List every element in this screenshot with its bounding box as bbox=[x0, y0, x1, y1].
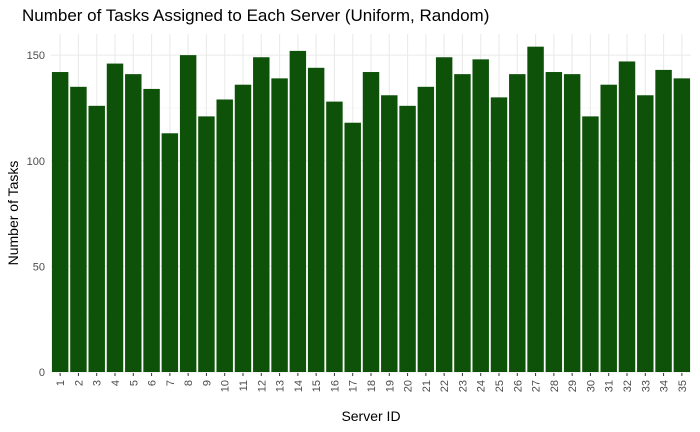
x-tick-label: 24 bbox=[476, 380, 488, 392]
bar bbox=[582, 116, 599, 372]
x-tick-label: 27 bbox=[531, 380, 543, 392]
y-axis-title: Number of Tasks bbox=[5, 161, 21, 266]
bar bbox=[362, 72, 380, 373]
x-tick-label: 5 bbox=[128, 380, 140, 386]
bar bbox=[253, 57, 270, 373]
bar bbox=[344, 122, 361, 372]
bar bbox=[51, 72, 69, 373]
bar bbox=[307, 67, 325, 373]
x-tick-label: 30 bbox=[585, 380, 597, 392]
bar bbox=[179, 55, 197, 372]
bars bbox=[51, 46, 691, 373]
bar bbox=[490, 97, 508, 372]
x-tick-label: 15 bbox=[311, 380, 323, 392]
x-tick-label: 6 bbox=[147, 380, 159, 386]
x-tick-label: 25 bbox=[494, 380, 506, 392]
bar bbox=[618, 61, 636, 373]
bar bbox=[326, 101, 343, 372]
x-tick-label: 7 bbox=[165, 380, 177, 386]
x-tick-label: 1 bbox=[55, 380, 67, 386]
bar bbox=[271, 78, 288, 373]
x-tick-label: 20 bbox=[403, 380, 415, 392]
x-tick-label: 2 bbox=[73, 380, 85, 386]
x-tick-label: 22 bbox=[439, 380, 451, 392]
x-tick-label: 14 bbox=[293, 380, 305, 392]
x-tick-label: 4 bbox=[110, 380, 122, 386]
bar bbox=[289, 50, 307, 373]
x-axis: 1 2 3 4 5 6 7 8 9 10 11 12 13 14 15 16 17 18 19 20 21 22 23 24 2… bbox=[55, 373, 689, 392]
x-tick-label: 29 bbox=[567, 380, 579, 392]
bar bbox=[563, 74, 581, 372]
x-tick-label: 19 bbox=[384, 380, 396, 392]
bar bbox=[600, 84, 617, 372]
bar bbox=[381, 95, 398, 372]
bar bbox=[472, 59, 489, 372]
x-tick-label: 32 bbox=[622, 380, 634, 392]
chart-title: Number of Tasks Assigned to Each Server … bbox=[22, 6, 489, 25]
bar bbox=[545, 72, 563, 373]
bar bbox=[435, 57, 453, 373]
bar bbox=[70, 86, 87, 372]
x-tick-label: 18 bbox=[366, 380, 378, 392]
bar bbox=[527, 46, 544, 373]
y-axis: 0 50 100 150 bbox=[27, 50, 45, 379]
bar bbox=[234, 84, 252, 372]
bar bbox=[125, 74, 142, 372]
y-tick-label: 100 bbox=[27, 156, 45, 168]
bar bbox=[198, 116, 215, 372]
bar bbox=[143, 88, 160, 373]
bar bbox=[106, 63, 124, 372]
bar bbox=[417, 86, 435, 372]
bar bbox=[655, 69, 672, 372]
x-tick-label: 12 bbox=[256, 380, 268, 392]
x-tick-label: 9 bbox=[201, 380, 213, 386]
bar bbox=[216, 99, 233, 373]
y-tick-label: 150 bbox=[27, 50, 45, 62]
x-tick-label: 10 bbox=[220, 380, 232, 392]
x-axis-title: Server ID bbox=[341, 408, 400, 424]
x-tick-label: 26 bbox=[512, 380, 524, 392]
x-tick-label: 33 bbox=[640, 380, 652, 392]
x-tick-label: 23 bbox=[457, 380, 469, 392]
x-tick-label: 28 bbox=[549, 380, 561, 392]
x-tick-label: 34 bbox=[659, 380, 671, 392]
x-tick-label: 17 bbox=[348, 380, 360, 392]
bar bbox=[637, 95, 654, 372]
bar bbox=[673, 78, 691, 373]
x-tick-label: 11 bbox=[238, 380, 250, 391]
bar bbox=[454, 74, 471, 372]
x-tick-label: 21 bbox=[421, 380, 433, 392]
x-tick-label: 3 bbox=[92, 380, 104, 386]
bar bbox=[161, 133, 179, 372]
x-tick-label: 31 bbox=[604, 380, 616, 392]
x-tick-label: 35 bbox=[677, 380, 689, 392]
bar bbox=[88, 105, 105, 372]
y-tick-label: 0 bbox=[39, 367, 45, 379]
x-tick-label: 13 bbox=[275, 380, 287, 392]
x-tick-label: 8 bbox=[183, 380, 195, 386]
x-tick-label: 16 bbox=[329, 380, 341, 392]
bar bbox=[509, 74, 526, 372]
y-tick-label: 50 bbox=[33, 261, 45, 273]
bar bbox=[399, 105, 416, 372]
